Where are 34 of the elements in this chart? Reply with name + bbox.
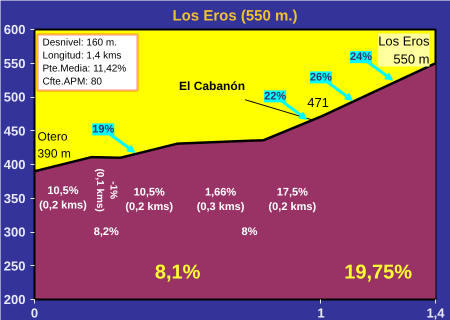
annotation: 19%	[92, 123, 114, 136]
y-tick-label: 350	[4, 190, 26, 206]
y-tick-label: 300	[4, 224, 26, 240]
annotation: Otero 390 m	[38, 130, 71, 160]
annotation: Cfte.APM: 80	[42, 76, 102, 88]
annotation: 19,75%	[344, 262, 412, 284]
x-tick-label: 0	[30, 306, 38, 320]
annotation: El Cabanón	[179, 78, 246, 93]
x-tick-label: 1,4	[426, 306, 446, 320]
annotation: Desnivel: 160 m.	[42, 38, 117, 48]
y-tick-label: 600	[4, 22, 26, 37]
annotation: 26%	[310, 71, 332, 84]
annotation: 8%	[241, 226, 258, 238]
y-tick-label: 450	[4, 123, 26, 138]
y-tick-label: 250	[4, 258, 26, 274]
x-tick-label: 1	[317, 306, 325, 320]
annotation: -1% (0,1 kms)	[94, 168, 118, 212]
y-tick-label: 550	[4, 56, 26, 71]
chart-title: Los Eros (550 m.)	[172, 8, 298, 24]
annotation: 10,5% (0,2 kms)	[125, 186, 174, 213]
annotation: 1,66% (0,3 kms)	[196, 186, 245, 213]
y-tick-label: 400	[4, 157, 26, 172]
annotation: 471	[307, 95, 329, 110]
annotation: 22%	[264, 90, 286, 102]
annotation: 10,5% (0,2 kms)	[39, 185, 88, 212]
annotation: 8,1%	[154, 262, 201, 284]
annotation: Longitud: 1,4 kms	[42, 50, 122, 62]
annotation: 24%	[350, 51, 372, 64]
y-tick-label: 500	[4, 90, 26, 104]
annotation: 17,5% (0,2 kms)	[268, 186, 317, 213]
annotation: 8,2%	[94, 226, 120, 238]
y-tick-label: 200	[4, 292, 26, 307]
annotation: Pte.Media: 11,42%	[42, 64, 126, 74]
annotation: Los Eros 550 m	[378, 34, 430, 67]
